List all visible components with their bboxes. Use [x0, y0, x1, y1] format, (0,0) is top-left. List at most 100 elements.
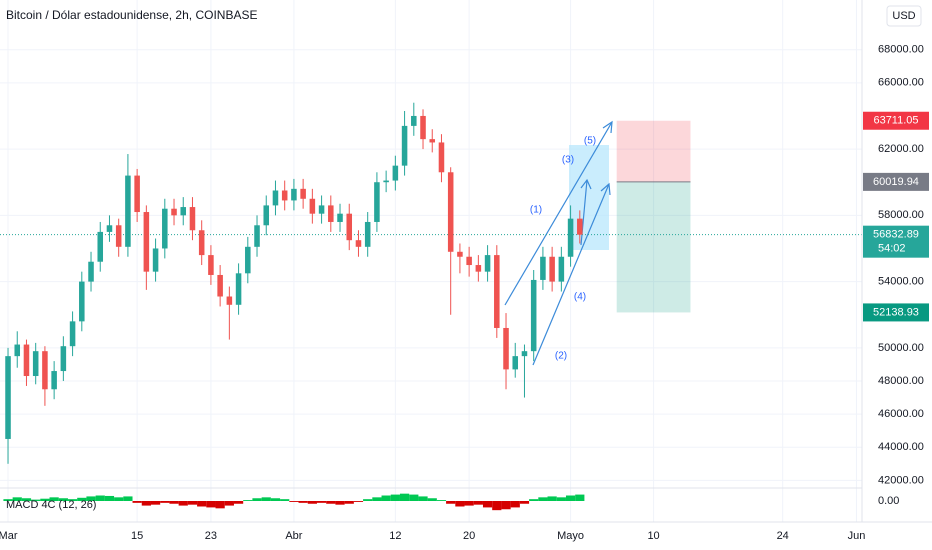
target-price-tag-bg [863, 303, 929, 322]
marks-layer [0, 102, 862, 511]
candle-body [318, 205, 325, 214]
macd-bar [565, 495, 576, 501]
x-tick-label: Jun [848, 530, 866, 542]
x-tick-label: 10 [647, 530, 659, 542]
candle-body [447, 172, 454, 252]
x-tick-label: 23 [205, 530, 217, 542]
x-tick-label: 20 [463, 530, 475, 542]
candle-body [272, 190, 279, 206]
macd-bar [289, 501, 299, 502]
macd-bar [298, 501, 308, 503]
chart-title: Bitcoin / Dólar estadounidense, 2h, COIN… [6, 8, 257, 22]
x-tick-label: Mayo [557, 530, 584, 542]
macd-bar [12, 497, 22, 501]
y-tick-label: 58000.00 [878, 209, 924, 221]
candle-body [438, 142, 445, 173]
macd-bar [187, 501, 198, 505]
wave-label: (4) [574, 292, 586, 303]
candle-body [235, 273, 242, 305]
candle-body [14, 344, 21, 357]
candle-body [484, 255, 491, 272]
macd-bar [409, 494, 419, 501]
x-tick-label: 12 [389, 530, 401, 542]
candle-body [162, 208, 168, 249]
last-price-tag: 56832.89 [873, 229, 919, 241]
x-tick-label: 15 [131, 530, 143, 542]
macd-bar [252, 498, 262, 501]
arrowhead [602, 120, 613, 134]
y-tick-label: 66000.00 [878, 77, 924, 89]
last-price-tag-bg [863, 225, 929, 258]
candle-body [346, 213, 353, 241]
candle-body [540, 256, 546, 280]
macd-bar [446, 501, 456, 504]
macd-bar [169, 501, 179, 504]
arrowhead [600, 182, 611, 196]
candle-body [180, 207, 187, 216]
candle-body [134, 175, 140, 213]
candle-body [226, 296, 233, 305]
candle-body [475, 265, 482, 272]
currency-badge[interactable] [886, 5, 922, 27]
target-price-tag: 52138.93 [873, 306, 919, 318]
macd-bar [307, 501, 317, 504]
candle-body [457, 251, 463, 257]
macd-bar [538, 497, 548, 501]
stop-price-tag: 63711.05 [873, 115, 918, 127]
x-tick-label: Abr [285, 530, 302, 542]
macd-bar [344, 501, 354, 504]
macd-bar [372, 497, 382, 501]
macd-bar [178, 501, 188, 506]
macd-bar [455, 501, 465, 507]
candle-body [152, 248, 159, 272]
arrow [532, 183, 610, 366]
candle-body [364, 221, 371, 247]
candle-body [577, 218, 583, 235]
y-tick-label: 44000.00 [878, 441, 924, 453]
candle-body [466, 256, 472, 266]
macd-bar [270, 498, 281, 501]
macd-bar [86, 496, 96, 501]
candle-body [494, 255, 500, 328]
macd-bar [492, 501, 502, 511]
macd-bar [519, 501, 530, 504]
annotation-layer: (1) (2) (3) (4) (5) [504, 120, 691, 366]
candle-body [281, 190, 288, 201]
y-tick-label: 48000.00 [878, 375, 924, 387]
candle-body [23, 344, 30, 377]
macd-bar [353, 501, 364, 502]
y-tick-label: 54000.00 [878, 276, 924, 288]
macd-bar [575, 494, 585, 501]
candle-body [208, 255, 214, 275]
macd-bar [31, 499, 41, 501]
candle-body [51, 371, 57, 390]
y-tick-label: 42000.00 [878, 474, 924, 486]
candle-body [60, 346, 67, 372]
macd-bar [335, 501, 345, 505]
candle-body [143, 212, 150, 272]
macd-bar [233, 501, 244, 504]
candle-body [69, 321, 76, 347]
macd-bar [114, 497, 124, 501]
macd-bar [95, 495, 105, 501]
candle-body [309, 198, 316, 214]
candle-body [171, 208, 177, 216]
macd-bar [215, 501, 225, 509]
macd-bar [464, 501, 474, 506]
candle-body [291, 188, 297, 201]
candle-body [328, 205, 334, 222]
macd-bar [501, 501, 511, 510]
macd-bar [418, 496, 428, 501]
y-tick-label: 50000.00 [878, 342, 924, 354]
entry-price-tag: 60019.94 [873, 176, 919, 188]
x-tick-label: Mar [0, 530, 18, 542]
macd-bar [58, 498, 68, 501]
wave-label: (5) [584, 136, 596, 147]
candle-body [429, 139, 436, 143]
indicator-name: MACD 4C (12, 26) [6, 499, 96, 511]
macd-bar [529, 499, 539, 501]
indicator-tick-label: 0.00 [878, 495, 899, 507]
macd-bar [104, 495, 115, 501]
macd-bar [261, 497, 271, 501]
